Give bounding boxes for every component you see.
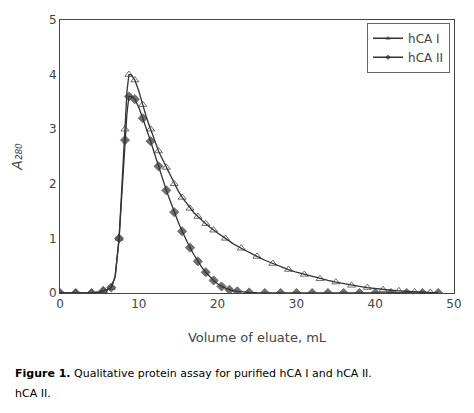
svg-text:2: 2 xyxy=(49,177,57,191)
svg-text:50: 50 xyxy=(446,297,461,311)
svg-text:30: 30 xyxy=(289,297,304,311)
svg-text:hCA II: hCA II xyxy=(408,51,443,65)
svg-text:4: 4 xyxy=(49,68,57,82)
svg-text:0: 0 xyxy=(56,297,64,311)
svg-text:10: 10 xyxy=(131,297,146,311)
svg-text:20: 20 xyxy=(210,297,225,311)
svg-text:5: 5 xyxy=(49,13,57,27)
svg-text:40: 40 xyxy=(368,297,383,311)
svg-text:0: 0 xyxy=(49,286,57,300)
svg-text:hCA I: hCA I xyxy=(408,32,440,46)
svg-text:A₂₈₀: A₂₈₀ xyxy=(9,143,25,171)
svg-text:hCA II.: hCA II. xyxy=(15,387,51,400)
svg-text:3: 3 xyxy=(49,122,57,136)
svg-text:1: 1 xyxy=(49,232,57,246)
svg-text:Figure 1. Qualitative protein: Figure 1. Qualitative protein assay for … xyxy=(15,367,372,380)
svg-text:Volume of eluate, mL: Volume of eluate, mL xyxy=(188,330,327,345)
